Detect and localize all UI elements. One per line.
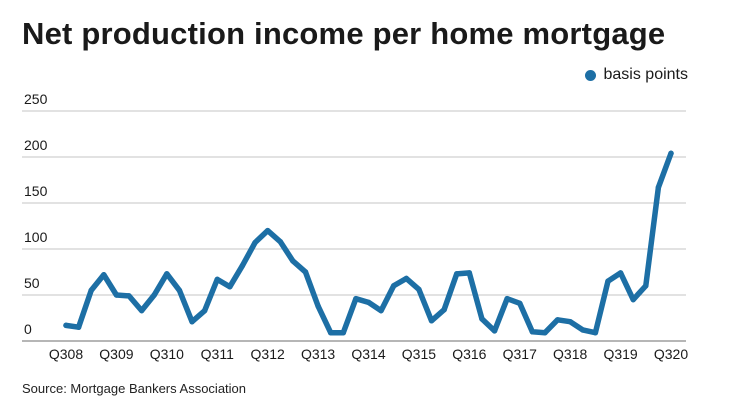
- data-point: [643, 283, 649, 289]
- data-point: [454, 271, 460, 277]
- data-point: [227, 284, 233, 290]
- data-point: [504, 295, 510, 302]
- source-note: Source: Mortgage Bankers Association: [22, 381, 247, 396]
- data-point: [277, 238, 283, 245]
- x-tick-label: Q317: [503, 346, 537, 362]
- data-point: [101, 272, 107, 278]
- legend: basis points: [584, 66, 689, 84]
- data-point: [491, 328, 498, 334]
- chart-title: Net production income per home mortgage: [22, 16, 666, 51]
- data-point: [252, 239, 258, 246]
- data-point: [264, 227, 271, 234]
- data-point: [592, 330, 599, 336]
- x-tick-label: Q316: [452, 346, 486, 362]
- data-point: [517, 300, 523, 306]
- data-point: [138, 307, 145, 314]
- data-point: [164, 271, 170, 277]
- data-point: [630, 296, 636, 303]
- data-point: [63, 322, 69, 329]
- data-point: [315, 303, 321, 309]
- y-tick-label: 50: [24, 275, 40, 291]
- x-tick-label: Q312: [251, 346, 285, 362]
- data-point: [290, 258, 296, 264]
- x-tick-label: Q308: [49, 346, 83, 362]
- data-point: [353, 295, 359, 302]
- x-tick-label: Q319: [603, 346, 637, 362]
- legend-marker-icon: [584, 69, 596, 81]
- x-tick-label: Q320: [654, 346, 688, 362]
- data-point: [567, 318, 573, 325]
- data-point: [580, 327, 586, 333]
- data-point: [88, 287, 94, 294]
- data-point: [365, 299, 372, 306]
- x-tick-label: Q318: [553, 346, 587, 362]
- x-tick-label: Q313: [301, 346, 335, 362]
- data-point: [554, 317, 561, 323]
- data-point: [428, 318, 435, 324]
- data-point: [75, 324, 82, 330]
- series-line-basis-points: [63, 150, 674, 336]
- y-tick-label: 0: [24, 321, 32, 337]
- data-point: [239, 262, 246, 269]
- data-point: [542, 330, 548, 336]
- data-point: [327, 330, 334, 336]
- legend-label: basis points: [603, 66, 689, 83]
- data-point: [605, 278, 611, 284]
- data-point: [529, 329, 536, 335]
- data-point: [441, 307, 447, 313]
- y-tick-label: 150: [24, 183, 48, 199]
- data-point: [391, 283, 397, 289]
- data-point: [466, 270, 473, 276]
- y-tick-label: 100: [24, 229, 48, 245]
- y-tick-label: 250: [24, 91, 48, 107]
- data-point: [403, 275, 410, 282]
- data-point: [176, 287, 183, 294]
- data-point: [378, 307, 384, 314]
- data-point: [655, 184, 662, 191]
- data-point: [302, 269, 309, 275]
- data-point: [214, 276, 220, 283]
- data-point: [340, 330, 346, 336]
- data-point: [479, 316, 485, 322]
- data-point: [617, 270, 624, 276]
- data-point: [201, 307, 208, 314]
- data-point: [126, 293, 132, 299]
- data-point: [151, 292, 157, 298]
- x-tick-label: Q314: [351, 346, 385, 362]
- data-point: [189, 318, 195, 325]
- x-tick-label: Q315: [402, 346, 436, 362]
- x-tick-label: Q310: [150, 346, 184, 362]
- x-tick-label: Q309: [99, 346, 133, 362]
- data-point: [113, 292, 120, 298]
- y-tick-label: 200: [24, 137, 48, 153]
- data-point: [668, 150, 674, 157]
- x-tick-label: Q311: [201, 346, 234, 362]
- data-point: [416, 286, 422, 293]
